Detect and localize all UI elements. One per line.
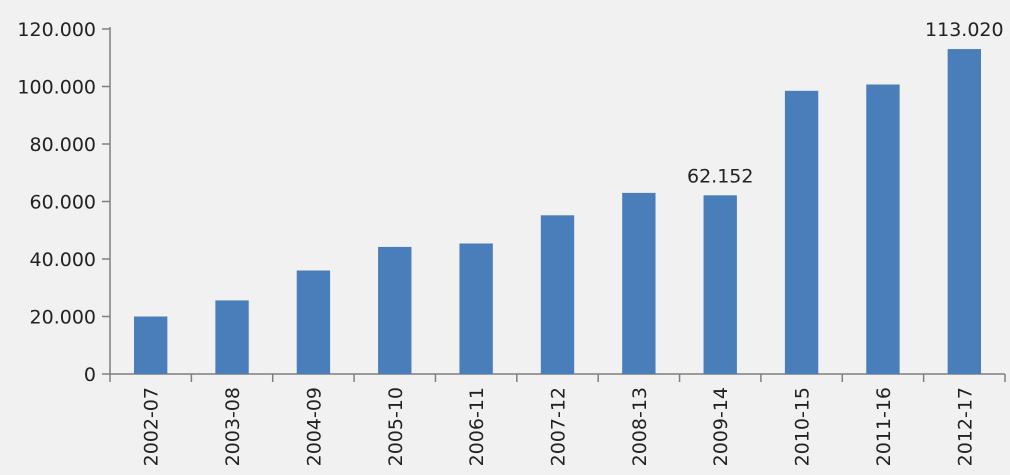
x-tick-label: 2011-16 <box>873 387 895 466</box>
x-tick-label: 2005-10 <box>385 387 407 466</box>
bar-2005-10 <box>378 246 412 374</box>
bar-2010-15 <box>784 90 819 374</box>
y-tick-label: 120.000 <box>17 19 96 41</box>
bar-2002-07 <box>134 316 168 374</box>
bar-2008-13 <box>622 192 656 374</box>
x-tick-label: 2010-15 <box>792 387 814 466</box>
y-tick-label: 40.000 <box>30 249 96 271</box>
x-tick-label: 2003-08 <box>222 387 244 466</box>
x-tick-label: 2008-13 <box>629 387 651 466</box>
bar-2006-11 <box>459 243 493 374</box>
bars <box>134 49 981 375</box>
bar-2009-14 <box>703 195 737 374</box>
x-tick-label: 2012-17 <box>954 387 976 466</box>
bar-2007-12 <box>540 215 575 374</box>
x-axis: 2002-07 2003-08 2004-09 2005-10 2006-11 2007-… <box>109 373 1006 466</box>
x-tick-label: 2004-09 <box>303 387 325 466</box>
y-tick-label: 100.000 <box>17 77 96 99</box>
y-tick-label: 60.000 <box>30 192 96 214</box>
data-labels: 62.152 113.020 <box>687 19 1004 187</box>
y-tick-label: 0 <box>84 364 96 386</box>
x-tick-label: 2002-07 <box>141 387 163 466</box>
bar-2011-16 <box>866 84 900 375</box>
bar-2004-09 <box>296 270 331 374</box>
bar-2012-17 <box>947 49 981 374</box>
bar-2003-08 <box>215 300 249 374</box>
y-axis: 0 20.000 40.000 60.000 80.000 100.000 120.000 <box>17 19 111 386</box>
data-label-2009-14: 62.152 <box>687 165 753 187</box>
data-label-2012-17: 113.020 <box>925 19 1004 41</box>
y-tick-label: 80.000 <box>30 134 96 156</box>
y-tick-label: 20.000 <box>30 307 96 329</box>
x-tick-label: 2007-12 <box>548 387 570 466</box>
x-tick-label: 2006-11 <box>466 387 488 466</box>
x-tick-label: 2009-14 <box>710 387 732 466</box>
